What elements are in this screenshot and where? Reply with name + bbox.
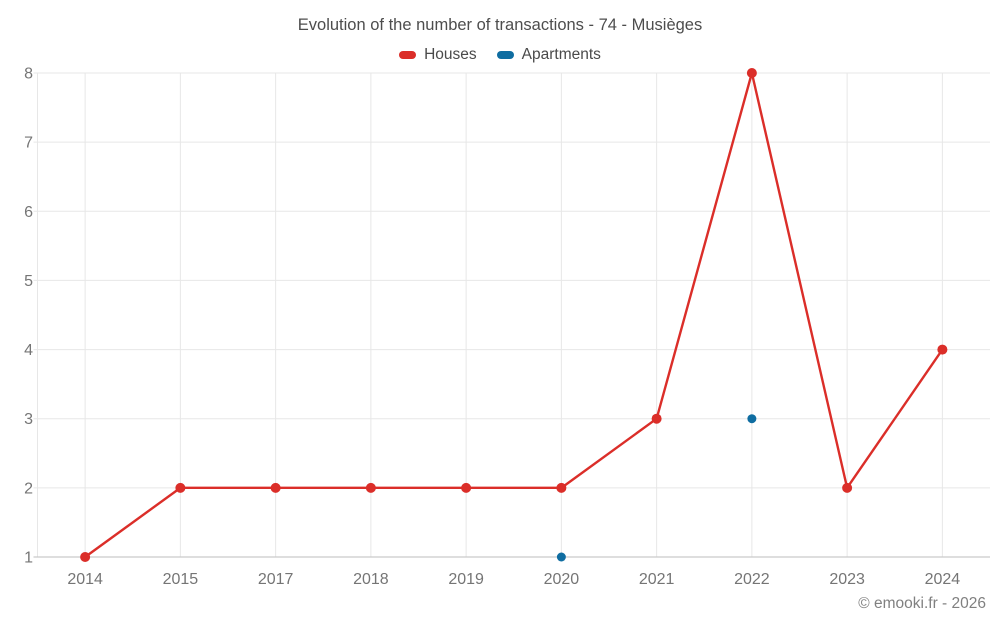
svg-text:2021: 2021 xyxy=(639,571,675,588)
legend-label-apartments: Apartments xyxy=(521,46,601,63)
data-point-houses-2023 xyxy=(842,482,853,493)
data-point-houses-2018 xyxy=(365,482,376,493)
apartments-swatch-icon xyxy=(496,51,514,59)
svg-text:7: 7 xyxy=(24,135,33,152)
legend-label-houses: Houses xyxy=(424,46,477,63)
svg-text:8: 8 xyxy=(24,66,33,83)
data-point-houses-2019 xyxy=(461,482,472,493)
svg-text:5: 5 xyxy=(24,273,33,290)
svg-text:2023: 2023 xyxy=(829,571,865,588)
houses-swatch-icon xyxy=(399,51,417,59)
svg-text:4: 4 xyxy=(24,342,33,359)
legend-item-apartments[interactable]: Apartments xyxy=(496,46,601,64)
data-point-houses-2022 xyxy=(746,68,757,78)
svg-text:1: 1 xyxy=(24,550,33,567)
data-point-houses-2021 xyxy=(651,413,662,424)
data-point-houses-2020 xyxy=(556,482,567,493)
svg-text:2022: 2022 xyxy=(734,571,770,588)
legend-item-houses[interactable]: Houses xyxy=(399,46,477,64)
data-point-houses-2015 xyxy=(175,482,186,493)
series-apartments xyxy=(556,414,757,562)
svg-text:6: 6 xyxy=(24,204,33,221)
svg-text:2014: 2014 xyxy=(67,571,103,588)
svg-text:2017: 2017 xyxy=(258,571,294,588)
svg-text:2024: 2024 xyxy=(925,571,961,588)
series-houses xyxy=(80,68,948,562)
gridlines xyxy=(33,72,990,557)
data-point-houses-2017 xyxy=(270,482,281,493)
chart-legend: Houses Apartments xyxy=(0,46,1000,64)
y-axis-labels: 1 2 3 4 5 6 7 8 xyxy=(24,66,33,567)
svg-text:2018: 2018 xyxy=(353,571,389,588)
svg-text:2019: 2019 xyxy=(448,571,484,588)
data-point-apartments-2022 xyxy=(747,414,757,424)
svg-text:2015: 2015 xyxy=(163,571,199,588)
data-point-houses-2024 xyxy=(937,344,948,355)
data-point-apartments-2020 xyxy=(556,552,566,562)
x-axis-labels: 2014 2015 2017 2018 2019 2020 2021 2022 2023 2024 xyxy=(67,571,960,588)
data-point-houses-2014 xyxy=(80,552,91,562)
svg-text:2020: 2020 xyxy=(544,571,580,588)
svg-text:2: 2 xyxy=(24,480,33,497)
chart-attribution: © emooki.fr - 2026 xyxy=(858,595,986,612)
svg-text:3: 3 xyxy=(24,411,33,428)
chart-title: Evolution of the number of transactions … xyxy=(297,16,703,34)
